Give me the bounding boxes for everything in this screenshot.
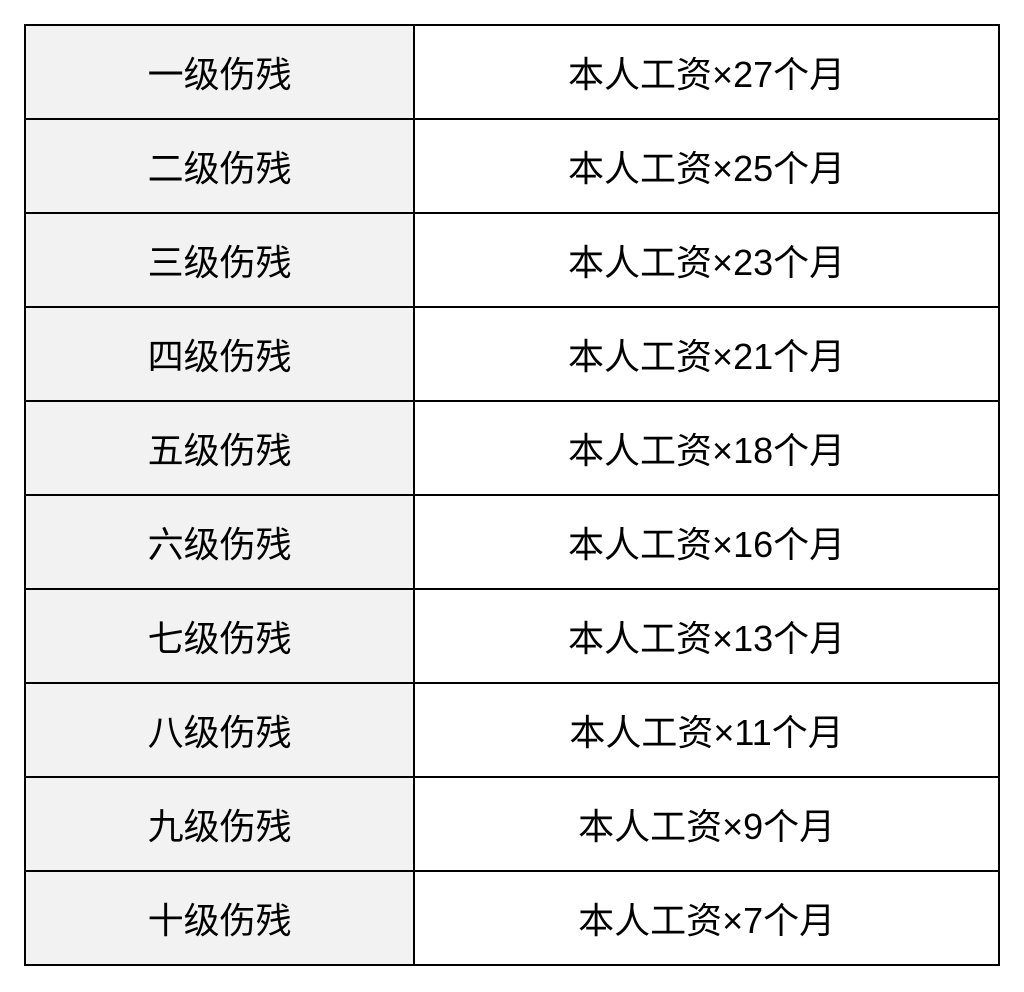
disability-compensation-table: 一级伤残 本人工资×27个月 二级伤残 本人工资×25个月 三级伤残 本人工资×… (24, 24, 1000, 966)
table-row: 五级伤残 本人工资×18个月 (25, 401, 999, 495)
disability-level-cell: 三级伤残 (25, 213, 414, 307)
table-row: 三级伤残 本人工资×23个月 (25, 213, 999, 307)
disability-level-cell: 五级伤残 (25, 401, 414, 495)
disability-level-cell: 六级伤残 (25, 495, 414, 589)
disability-level-cell: 八级伤残 (25, 683, 414, 777)
table-row: 六级伤残 本人工资×16个月 (25, 495, 999, 589)
table-body: 一级伤残 本人工资×27个月 二级伤残 本人工资×25个月 三级伤残 本人工资×… (25, 25, 999, 965)
compensation-cell: 本人工资×16个月 (414, 495, 999, 589)
table-row: 一级伤残 本人工资×27个月 (25, 25, 999, 119)
compensation-cell: 本人工资×18个月 (414, 401, 999, 495)
table-row: 八级伤残 本人工资×11个月 (25, 683, 999, 777)
table-row: 九级伤残 本人工资×9个月 (25, 777, 999, 871)
compensation-cell: 本人工资×27个月 (414, 25, 999, 119)
compensation-cell: 本人工资×23个月 (414, 213, 999, 307)
disability-level-cell: 一级伤残 (25, 25, 414, 119)
compensation-cell: 本人工资×13个月 (414, 589, 999, 683)
disability-level-cell: 二级伤残 (25, 119, 414, 213)
disability-level-cell: 十级伤残 (25, 871, 414, 965)
disability-level-cell: 七级伤残 (25, 589, 414, 683)
disability-level-cell: 四级伤残 (25, 307, 414, 401)
table-row: 十级伤残 本人工资×7个月 (25, 871, 999, 965)
compensation-cell: 本人工资×11个月 (414, 683, 999, 777)
table-row: 二级伤残 本人工资×25个月 (25, 119, 999, 213)
table-row: 七级伤残 本人工资×13个月 (25, 589, 999, 683)
disability-level-cell: 九级伤残 (25, 777, 414, 871)
table-row: 四级伤残 本人工资×21个月 (25, 307, 999, 401)
compensation-cell: 本人工资×21个月 (414, 307, 999, 401)
compensation-cell: 本人工资×25个月 (414, 119, 999, 213)
compensation-cell: 本人工资×9个月 (414, 777, 999, 871)
compensation-cell: 本人工资×7个月 (414, 871, 999, 965)
